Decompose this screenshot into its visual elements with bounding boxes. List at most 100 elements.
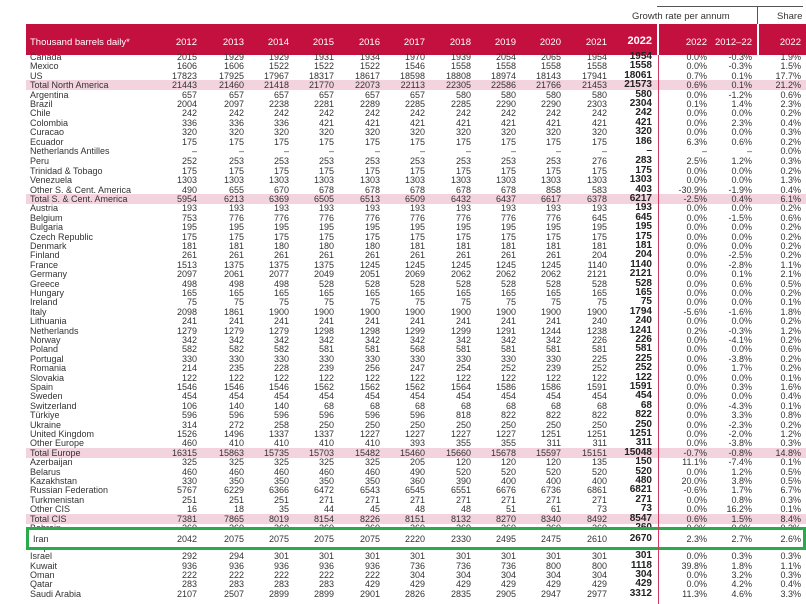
cell-value: 181 — [500, 241, 516, 251]
row-label: Iran — [33, 534, 49, 545]
cell-value: 2977 — [586, 588, 607, 599]
cell-value: 283 — [635, 155, 652, 167]
cell-value: 226 — [635, 334, 652, 345]
row-label: Greece — [30, 278, 60, 289]
cell-value: 17.7% — [775, 70, 801, 81]
cell-value: 175 — [635, 164, 652, 176]
row-label: Argentina — [30, 89, 69, 100]
cell-value: 454 — [635, 390, 652, 402]
cell-value: 320 — [273, 127, 289, 138]
cell-value: 122 — [635, 371, 652, 383]
column-divider — [658, 55, 659, 604]
cell-value: 0.2% — [780, 165, 801, 176]
cell-value: 6472 — [313, 485, 334, 496]
cell-value: 0.0% — [731, 222, 752, 233]
cell-value: 181 — [635, 240, 652, 251]
cell-value: 1245 — [359, 259, 380, 270]
cell-value: 736 — [455, 560, 471, 571]
row-label: Netherlands — [30, 325, 79, 336]
cell-value: 175 — [545, 165, 561, 176]
row-label: Total CIS — [30, 513, 67, 524]
row-label: Israel — [30, 551, 53, 562]
cell-value: 6676 — [495, 485, 516, 496]
cell-value: -1.6% — [728, 306, 752, 317]
table-row: Canada 2015 1929 1929 1931 1934 1970 1939 2054 20… — [26, 52, 806, 63]
cell-value: 1245 — [450, 259, 471, 270]
cell-value: 2065 — [540, 52, 561, 62]
cell-value: 480 — [635, 475, 652, 486]
cell-value: 429 — [500, 579, 516, 590]
cell-value: 15735 — [263, 447, 289, 458]
cell-value: 2507 — [223, 588, 244, 599]
cell-value: 0.2% — [780, 231, 801, 242]
cell-value: 241 — [228, 316, 244, 327]
cell-value: 140 — [228, 400, 244, 411]
cell-value: 193 — [409, 203, 425, 214]
cell-value: 241 — [318, 316, 334, 327]
cell-value: 252 — [591, 363, 607, 374]
cell-value: 520 — [591, 466, 607, 477]
table-row: Ireland 75 75 75 75 75 75 75 75 75 75 75 0.0% 0.0% 0.1… — [26, 297, 806, 308]
cell-value: 325 — [228, 457, 244, 468]
cell-value: 271 — [591, 494, 607, 505]
cell-value: 175 — [181, 231, 197, 242]
cell-value: – — [191, 146, 197, 156]
cell-value: -2.8% — [728, 259, 752, 270]
row-label: Ukraine — [30, 419, 62, 430]
cell-value: 1118 — [630, 559, 652, 571]
cell-value: – — [701, 146, 707, 156]
cell-value: 6617 — [540, 194, 561, 204]
cell-value: 242 — [273, 108, 289, 119]
cell-value: 454 — [364, 391, 380, 402]
cell-value: 2899 — [313, 588, 334, 599]
cell-value: 454 — [455, 391, 471, 402]
cell-value: 241 — [181, 316, 197, 327]
cell-value: 320 — [500, 127, 516, 138]
cell-value: 1.2% — [731, 156, 752, 167]
cell-value: 15660 — [445, 447, 471, 458]
cell-value: 2826 — [404, 588, 425, 599]
cell-value: 301 — [635, 550, 652, 562]
cell-value: 1954 — [586, 52, 607, 62]
cell-value: 17823 — [171, 70, 197, 81]
cell-value: 657 — [364, 89, 380, 100]
cell-value: 0.0% — [686, 410, 707, 421]
cell-value: 320 — [635, 126, 652, 138]
cell-value: 75 — [278, 297, 289, 308]
cell-value: – — [465, 146, 471, 156]
cell-value: 0.0% — [686, 316, 707, 327]
cell-value: 250 — [545, 419, 561, 430]
cell-value: 122 — [455, 372, 471, 383]
cell-value: 1.7% — [731, 485, 752, 496]
cell-value: 0.0% — [686, 570, 707, 580]
cell-value: -0.3% — [728, 61, 752, 72]
row-label: Curacao — [30, 127, 65, 138]
cell-value: 776 — [500, 212, 516, 223]
cell-value: 8.4% — [780, 513, 801, 524]
cell-value: 1.7% — [731, 363, 752, 374]
cell-value: 0.0% — [731, 344, 752, 355]
cell-value: -7.4% — [728, 457, 752, 468]
cell-value: 2.1% — [780, 269, 801, 280]
cell-value: 325 — [273, 457, 289, 468]
cell-value: 261 — [181, 250, 197, 261]
cell-value: 0.2% — [780, 108, 801, 119]
cell-value: 8340 — [540, 513, 561, 524]
cell-value: 0.6% — [731, 278, 752, 289]
cell-value: 1526 — [176, 429, 197, 439]
cell-value: 2097 — [223, 99, 244, 109]
cell-value: 0.2% — [780, 203, 801, 214]
cell-value: 528 — [409, 278, 425, 289]
row-label: Türkiye — [30, 410, 60, 421]
cell-value: 1303 — [223, 175, 244, 186]
cell-value: 195 — [364, 222, 380, 233]
cell-value: 271 — [545, 494, 561, 505]
cell-value: 271 — [364, 494, 380, 505]
cell-value: 1522 — [359, 61, 380, 72]
cell-value: 292 — [181, 551, 197, 562]
cell-value: 48 — [414, 504, 425, 515]
cell-value: 410 — [228, 438, 244, 449]
cell-value: 520 — [455, 466, 471, 477]
cell-value: 2290 — [540, 99, 561, 109]
cell-value: 421 — [591, 117, 607, 128]
